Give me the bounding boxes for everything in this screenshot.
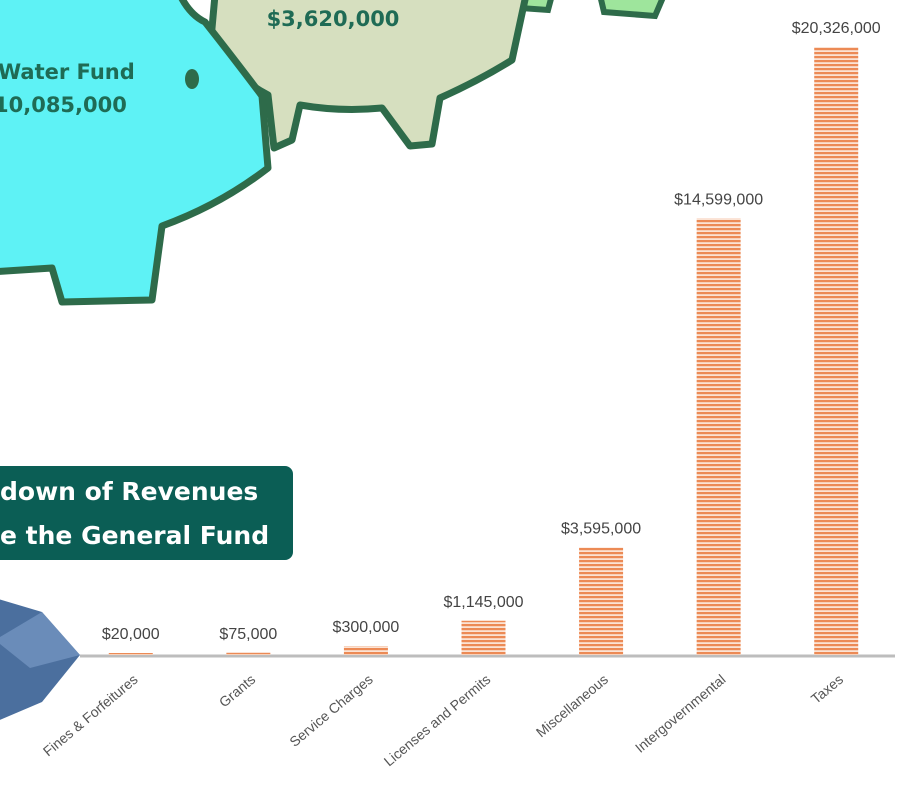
data-label: $20,000	[102, 626, 160, 643]
fund-amount: $3,620,000	[267, 7, 400, 31]
x-tick-label: Intergovernmental	[632, 671, 729, 756]
fund-name: Water Fund	[0, 60, 135, 84]
bar	[343, 646, 388, 655]
banner-line: down of Revenues	[0, 477, 258, 506]
x-tick-label: Taxes	[808, 671, 846, 707]
green-pig	[517, 0, 666, 20]
x-tick-label: Grants	[216, 671, 258, 710]
gem-facet	[0, 612, 80, 668]
data-label: $20,326,000	[792, 20, 881, 37]
bar	[814, 47, 859, 655]
x-tick-label: Licenses and Permits	[381, 671, 494, 769]
bar	[108, 653, 153, 655]
banner	[0, 466, 293, 560]
data-label: $1,145,000	[443, 594, 523, 611]
bar	[579, 547, 624, 655]
x-tick-label: Service Charges	[286, 671, 376, 750]
pig-eye	[185, 69, 199, 89]
bar	[226, 652, 271, 655]
bar	[696, 218, 741, 655]
fund-amount: 10,085,000	[0, 93, 127, 117]
data-label: $300,000	[333, 619, 400, 636]
cyan-pig	[0, 0, 272, 306]
data-label: $14,599,000	[674, 191, 763, 208]
piggy-decoration: $3,620,000 Water Fund 10,085,000	[0, 0, 666, 306]
data-label: $3,595,000	[561, 520, 641, 537]
bar	[461, 620, 506, 655]
data-label: $75,000	[219, 626, 277, 643]
banner-line: e the General Fund	[0, 521, 269, 550]
x-tick-label: Miscellaneous	[533, 671, 611, 740]
